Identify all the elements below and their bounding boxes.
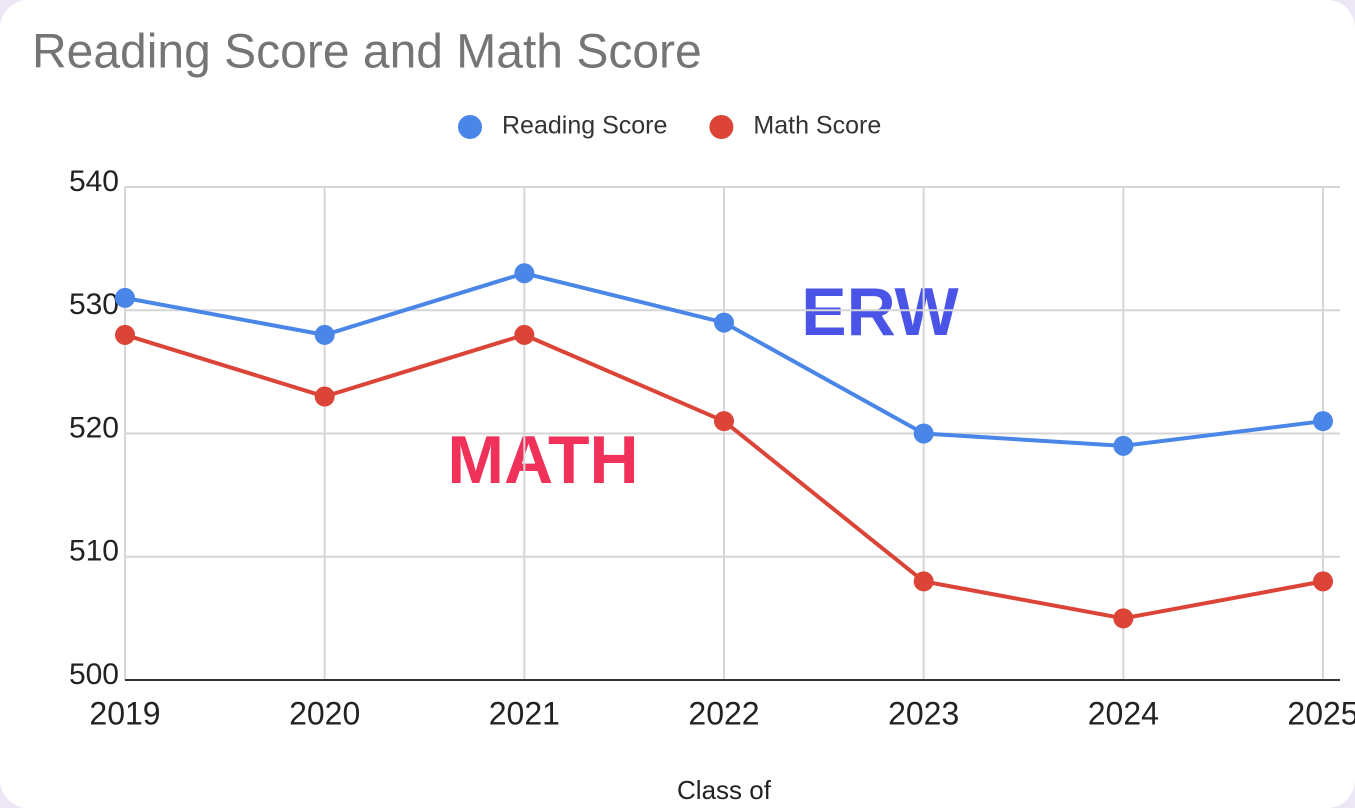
x-tick-label: 2020 — [289, 695, 360, 731]
annotation: ERW — [801, 274, 959, 350]
data-point — [314, 386, 335, 407]
x-axis-label: Class of — [677, 775, 772, 805]
data-point — [1113, 435, 1134, 456]
y-tick-label: 500 — [69, 658, 119, 691]
data-point — [714, 411, 734, 432]
data-point — [1313, 571, 1333, 592]
legend-marker — [458, 115, 482, 139]
data-point — [1113, 608, 1134, 629]
y-tick-label: 530 — [69, 288, 119, 321]
legend-label: Math Score — [753, 112, 881, 140]
x-tick-label: 2022 — [688, 695, 759, 731]
data-point — [514, 263, 535, 284]
x-tick-label: 2023 — [888, 695, 959, 731]
legend-marker — [709, 115, 734, 139]
data-point — [714, 312, 734, 333]
x-tick-label: 2021 — [489, 695, 560, 731]
y-tick-label: 540 — [69, 165, 119, 198]
annotation: MATH — [447, 422, 638, 498]
legend-label: Reading Score — [502, 112, 667, 140]
chart-title: Reading Score and Math Score — [32, 26, 702, 79]
x-tick-label: 2019 — [89, 695, 160, 731]
data-point — [514, 324, 535, 345]
x-tick-label: 2024 — [1088, 695, 1159, 731]
data-point — [314, 324, 335, 345]
data-point — [1313, 411, 1333, 432]
data-point — [115, 287, 135, 308]
x-tick-label: 2025 — [1287, 695, 1355, 731]
data-point — [115, 324, 135, 345]
y-tick-label: 510 — [69, 535, 119, 568]
data-point — [913, 423, 934, 444]
data-point — [913, 571, 934, 592]
y-tick-label: 520 — [69, 411, 119, 444]
